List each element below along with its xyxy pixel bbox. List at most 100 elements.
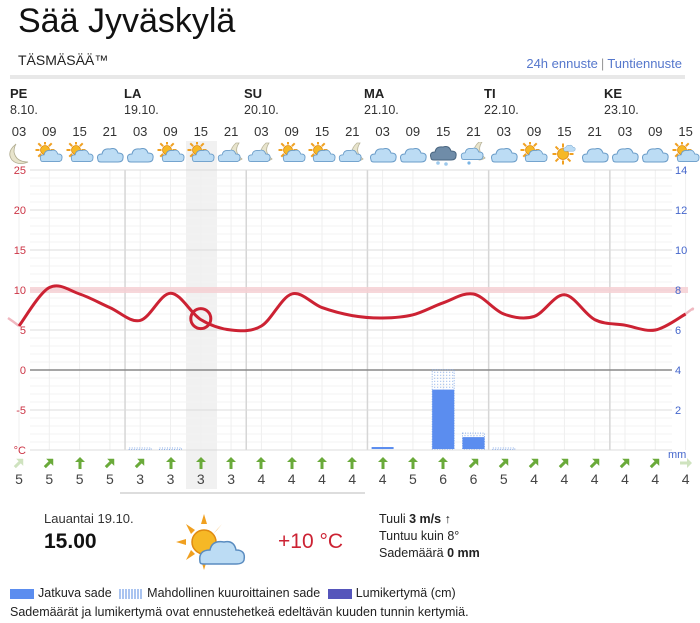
- day-header: SU 20.10.: [244, 86, 279, 117]
- sun-cloud-icon: [65, 140, 95, 166]
- hour-label[interactable]: 09: [405, 124, 421, 139]
- y-axis-right-tick: 10: [675, 245, 687, 257]
- detail-wind: Tuuli 3 m/s ↑: [379, 512, 451, 526]
- page-title: Sää Jyväskylä: [18, 2, 236, 40]
- y-axis-left-tick: 25: [14, 165, 26, 177]
- hour-label[interactable]: 03: [11, 124, 27, 139]
- wind-speed: 5: [105, 471, 114, 487]
- wind-arrow-ne-icon: [4, 457, 34, 472]
- y-axis-right-tick: 12: [675, 205, 687, 217]
- wind-speed: 4: [681, 471, 690, 487]
- detail-time: 15.00: [44, 530, 97, 553]
- shower-bar: [492, 447, 516, 451]
- link-24h-forecast[interactable]: 24h ennuste: [526, 56, 598, 71]
- cloud-moon-rain-icon: [459, 141, 489, 166]
- cloud-icon: [398, 142, 428, 166]
- hour-label[interactable]: 21: [223, 124, 239, 139]
- wind-speed: 5: [45, 471, 54, 487]
- selected-point-marker: [189, 307, 213, 331]
- rain-bar: [432, 389, 455, 449]
- link-hourly-forecast[interactable]: Tuntiennuste: [607, 56, 682, 71]
- cloud-icon: [125, 142, 155, 166]
- hour-label[interactable]: 03: [496, 124, 512, 139]
- hour-label[interactable]: 09: [284, 124, 299, 139]
- wind-arrow-n-icon: [398, 457, 428, 472]
- sun-cloud-icon: [277, 140, 307, 166]
- hour-label[interactable]: 15: [678, 124, 693, 139]
- wind-speed: 4: [560, 471, 569, 487]
- scroll-range-bar[interactable]: [120, 492, 365, 494]
- y-axis-right-tick: mm: [668, 449, 686, 460]
- rain-bar: [462, 437, 485, 449]
- hour-label[interactable]: 21: [102, 124, 118, 139]
- wind-speed: 5: [75, 471, 84, 487]
- wind-arrow-n-icon: [186, 457, 216, 472]
- wind-speed: 3: [196, 471, 205, 487]
- forecast-links: 24h ennuste | Tuntiennuste: [526, 56, 682, 71]
- detail-precipitation: Sademäärä 0 mm: [379, 546, 480, 560]
- wind-arrow-ne-icon: [459, 457, 489, 472]
- hour-label[interactable]: 03: [375, 124, 390, 139]
- wind-speed: 4: [651, 471, 660, 487]
- hour-label[interactable]: 03: [617, 124, 633, 139]
- wind-arrow-ne-icon: [610, 457, 640, 472]
- wind-arrow-n-icon: [65, 457, 95, 472]
- wind-arrow-ne-icon: [640, 457, 670, 472]
- y-axis-right-tick: 2: [675, 405, 681, 417]
- hour-label[interactable]: 15: [72, 124, 87, 139]
- sun-cloud-icon: [307, 140, 337, 166]
- day-abbr: LA: [124, 86, 142, 101]
- y-axis-left-tick: -5: [16, 405, 26, 417]
- detail-day: Lauantai 19.10.: [44, 511, 134, 526]
- wind-direction-icon: ↑: [444, 512, 451, 526]
- day-date: 21.10.: [364, 103, 399, 117]
- cloud-icon: [368, 142, 398, 166]
- wind-arrow-n-icon: [246, 457, 276, 472]
- hour-label[interactable]: 15: [557, 124, 572, 139]
- hour-label[interactable]: 21: [345, 124, 360, 139]
- day-header: MA 21.10.: [364, 86, 399, 117]
- wind-arrow-n-icon: [307, 457, 337, 472]
- hour-label[interactable]: 03: [254, 124, 269, 139]
- hour-label[interactable]: 09: [163, 124, 178, 139]
- temp-line-fade-right: [684, 307, 695, 315]
- wind-arrow-n-icon: [156, 457, 186, 472]
- wind-speed: 5: [15, 471, 23, 487]
- wind-speed: 5: [408, 471, 417, 487]
- y-axis-left-tick: 15: [14, 245, 26, 257]
- hour-label[interactable]: 09: [526, 124, 542, 139]
- hour-label[interactable]: 21: [466, 124, 481, 139]
- wind-arrow-n-icon: [428, 457, 458, 472]
- hour-label[interactable]: 15: [193, 124, 209, 139]
- hour-label[interactable]: 15: [435, 124, 451, 139]
- hour-label[interactable]: 03: [132, 124, 148, 139]
- day-header: PE 8.10.: [10, 86, 38, 117]
- wind-speed: 4: [530, 471, 538, 487]
- day-date: 23.10.: [604, 103, 639, 117]
- wind-arrow-ne-icon: [549, 457, 579, 472]
- hour-label[interactable]: 09: [648, 124, 663, 139]
- wind-arrow-ne-icon: [95, 457, 125, 472]
- day-header: TI 22.10.: [484, 86, 519, 117]
- wind-speed: 4: [621, 471, 629, 487]
- hour-label[interactable]: 21: [587, 124, 602, 139]
- temp-line-fade-left: [7, 316, 20, 327]
- wind-speed: 4: [590, 471, 599, 487]
- sun-cloud-icon: [671, 140, 700, 166]
- wind-arrow-e-icon: [671, 457, 700, 472]
- wind-speed: 4: [318, 471, 326, 487]
- wind-speed: 5: [499, 471, 508, 487]
- day-header: LA 19.10.: [124, 86, 159, 117]
- shower-bar: [159, 447, 182, 451]
- day-abbr: PE: [10, 86, 28, 101]
- day-date: 20.10.: [244, 103, 279, 117]
- y-axis-left-tick: 20: [14, 205, 26, 217]
- hour-label[interactable]: 15: [314, 124, 330, 139]
- forecast-chart[interactable]: 25 20 15 10 5 0 -5 °C 14 12 10 8 6 4 2 mm: [0, 160, 700, 460]
- sun-cloud-icon: [34, 140, 64, 166]
- hour-label[interactable]: 09: [42, 124, 57, 139]
- day-header: KE 23.10.: [604, 86, 639, 117]
- legend-swatch-rain: [10, 588, 34, 599]
- rain-cloud-icon: [428, 142, 458, 166]
- wind-speed: 3: [166, 471, 175, 487]
